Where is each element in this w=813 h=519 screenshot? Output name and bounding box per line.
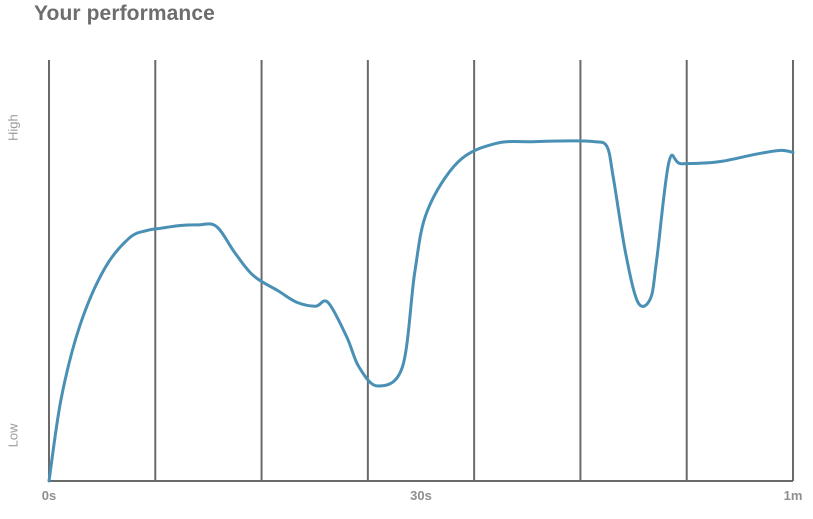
y-tick-label: High [5,114,20,141]
x-tick-label: 30s [410,488,432,503]
chart-title: Your performance [34,2,215,25]
tick-labels: 0s 30s 1m Low High [5,114,802,503]
performance-line [47,139,795,483]
x-tick-label: 1m [784,488,803,503]
series-layer [47,139,795,483]
y-tick-label: Low [5,423,20,447]
x-tick-label: 0s [42,488,56,503]
vertical-gridlines [48,60,794,481]
